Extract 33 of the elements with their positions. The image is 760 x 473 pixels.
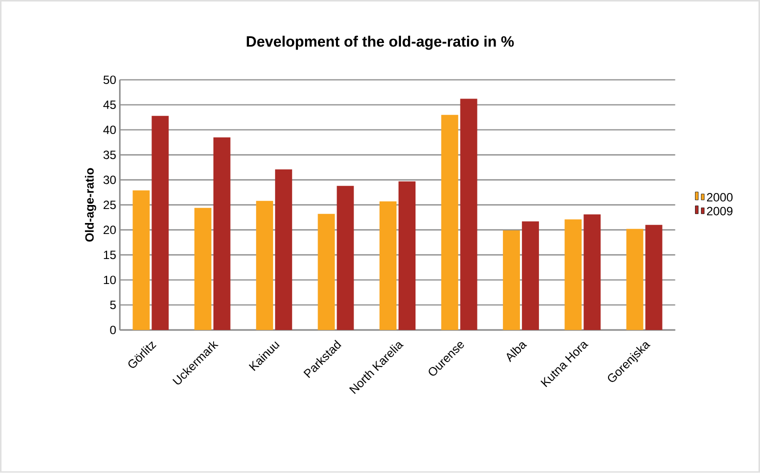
bar <box>132 190 150 330</box>
bar <box>256 200 274 330</box>
y-tick-label: 25 <box>104 200 116 210</box>
bar <box>564 219 582 330</box>
bar <box>502 230 520 330</box>
bar <box>213 137 230 330</box>
y-tick-label: 50 <box>103 76 116 84</box>
y-axis-title: Old-age-ratio <box>84 168 96 242</box>
chart-title: Development of the old-age-ratio in % <box>246 36 514 50</box>
bar <box>645 224 662 330</box>
bar <box>194 208 212 330</box>
y-tick-label: 40 <box>103 126 116 134</box>
bar <box>522 221 539 330</box>
legend-label: 2000 <box>707 193 733 202</box>
legend-label: 2009 <box>707 206 732 216</box>
y-tick-label: 15 <box>104 250 116 260</box>
bar <box>584 214 601 330</box>
bar <box>626 228 644 330</box>
y-tick-label: 10 <box>104 276 116 284</box>
y-tick-label: 45 <box>103 100 116 110</box>
bar <box>441 114 458 330</box>
bar <box>275 169 292 330</box>
bar <box>336 186 354 330</box>
y-tick-label: 0 <box>110 326 116 334</box>
y-tick-label: 20 <box>104 226 116 234</box>
bar <box>460 98 478 330</box>
y-tick-label: 30 <box>103 176 116 184</box>
bar <box>380 201 397 330</box>
bar <box>398 181 416 330</box>
bar <box>318 214 335 330</box>
y-tick-label: 35 <box>103 150 116 160</box>
bar <box>152 116 169 330</box>
y-tick-label: 5 <box>110 300 116 310</box>
